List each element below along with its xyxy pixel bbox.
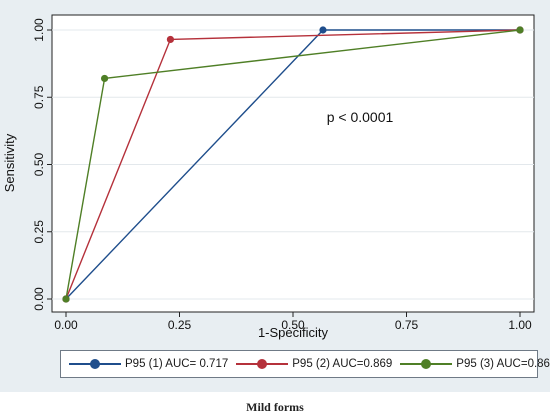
legend-swatch-series-3 [400,359,453,369]
legend: P95 (1) AUC= 0.717 P95 (2) AUC=0.869 P95… [60,350,550,378]
figure-caption: Mild forms [246,400,304,414]
p-value-annotation: p < 0.0001 [327,109,394,125]
y-axis-ticks: 0.00 0.25 0.50 0.75 1.00 [32,18,52,311]
legend-label-series-1: P95 (1) AUC= 0.717 [125,358,229,370]
legend-swatch-series-1 [69,359,121,369]
x-tick-label: 0.50 [281,318,305,332]
y-tick-label: 0.75 [32,85,46,109]
legend-swatch-series-2 [236,359,289,369]
y-tick-label: 1.00 [32,18,46,42]
x-tick-label: 1.00 [508,318,532,332]
plot-area [51,14,535,313]
x-axis-ticks: 0.00 0.25 0.50 0.75 1.00 [54,312,532,332]
legend-label-series-2: P95 (2) AUC=0.869 [292,358,393,370]
x-tick-label: 0.25 [168,318,192,332]
series-3-point [62,295,70,303]
series-3-point [100,74,109,83]
series-3-point [516,26,524,34]
series-1-point [319,26,327,34]
x-axis-label: 1-Specificity [258,325,329,340]
x-tick-label: 0.75 [395,318,419,332]
legend-item-series-3: P95 (3) AUC=0.866 [392,358,550,370]
y-tick-label: 0.00 [32,287,46,311]
series-2-point [166,35,175,44]
legend-label-series-3: P95 (3) AUC=0.866 [456,358,550,370]
series-3 [62,26,524,303]
legend-item-series-1: P95 (1) AUC= 0.717 [61,358,228,370]
legend-item-series-2: P95 (2) AUC=0.869 [228,358,392,370]
series-layer [62,26,524,303]
y-axis-label: Sensitivity [2,133,17,192]
y-tick-label: 0.25 [32,220,46,244]
y-tick-label: 0.50 [32,152,46,176]
x-tick-label: 0.00 [54,318,78,332]
